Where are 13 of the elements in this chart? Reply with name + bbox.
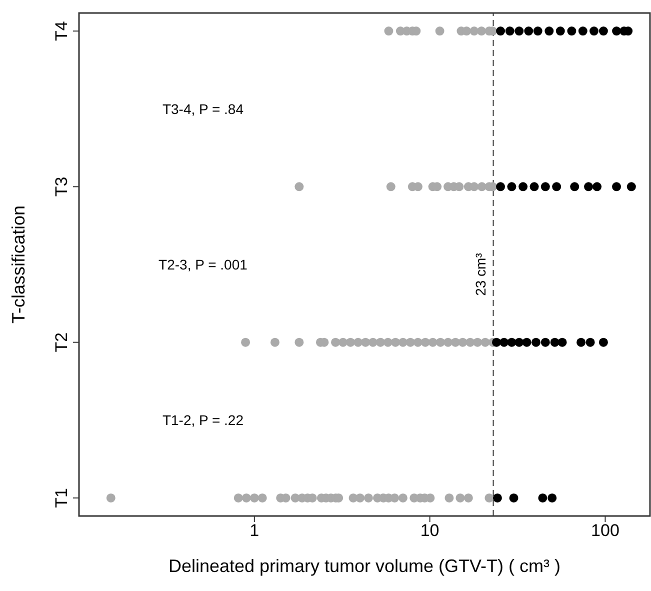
annotation: T2-3, P = .001 — [158, 256, 248, 272]
y-tick-label: T4 — [52, 21, 71, 41]
annotation: T3-4, P = .84 — [162, 100, 244, 117]
y-tick-label: T2 — [52, 332, 71, 352]
y-tick-label: T1 — [52, 488, 71, 508]
annotation: T1-2, P = .22 — [162, 412, 244, 428]
x-axis-title: Delineated primary tumor volume (GTV-T) ( cm³ ) — [168, 556, 561, 576]
ref-line-label: 23 cm³ — [472, 252, 488, 296]
y-tick-label: T3 — [52, 176, 71, 197]
y-axis-title: T-classification — [8, 205, 28, 324]
x-tick-label: 1 — [250, 521, 260, 540]
x-tick-label: 100 — [591, 521, 620, 540]
x-tick-label: 10 — [420, 521, 440, 540]
